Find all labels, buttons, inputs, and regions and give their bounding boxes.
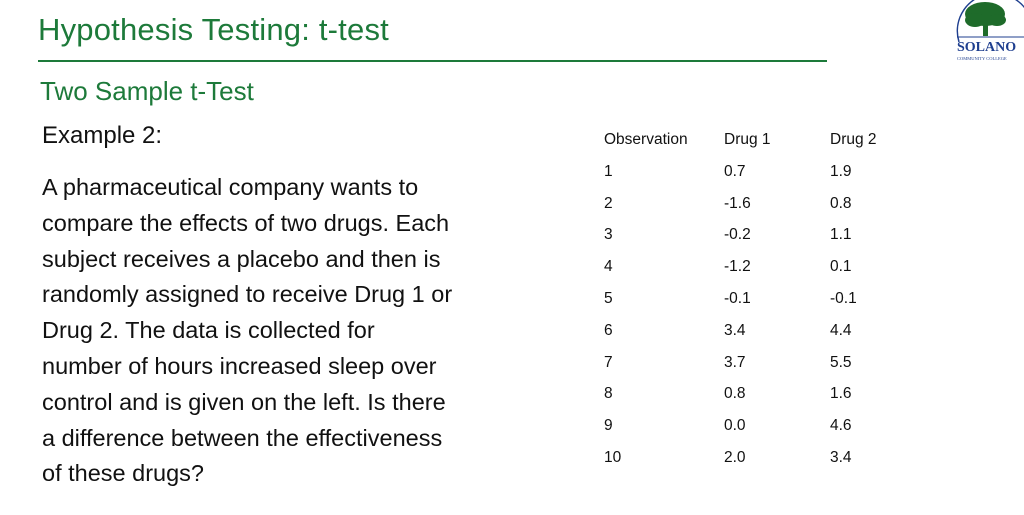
table-cell: -1.6 — [724, 194, 751, 212]
table-cell: 10 — [604, 448, 622, 466]
table-row: 7 3.7 5.5 — [604, 352, 890, 384]
column-header: Drug 2 — [830, 131, 877, 148]
slide-title: Hypothesis Testing: t-test — [38, 12, 389, 47]
example-label: Example 2: — [42, 122, 163, 149]
table-cell: 3.4 — [830, 448, 852, 466]
table-cell: -0.1 — [830, 289, 857, 307]
table-cell: 0.8 — [724, 385, 746, 403]
table-cell: 3.4 — [724, 321, 746, 339]
table-header: Observation Drug 1 Drug 2 — [604, 129, 890, 161]
table-cell: 9 — [604, 417, 613, 435]
problem-paragraph: A pharmaceutical company wants to compare… — [42, 170, 452, 492]
table-cell: 4.4 — [830, 321, 852, 339]
table-cell: 8 — [604, 385, 613, 403]
table-cell: -0.2 — [724, 226, 751, 244]
paragraph-line: compare the effects of two drugs. Each — [42, 209, 450, 236]
table-row: 8 0.8 1.6 — [604, 383, 890, 415]
college-logo: SOLANO COMMUNITY COLLEGE — [956, 0, 1024, 61]
logo-text: SOLANO — [957, 40, 1016, 55]
table-row: 2 -1.6 0.8 — [604, 193, 890, 225]
paragraph-line: number of hours increased sleep over — [42, 352, 437, 379]
table-cell: 3.7 — [724, 353, 746, 371]
table-row: 3 -0.2 1.1 — [604, 224, 890, 256]
table-cell: 3 — [604, 226, 613, 244]
logo-subtext: COMMUNITY COLLEGE — [957, 56, 1007, 61]
table-cell: 1 — [604, 162, 613, 180]
table-row: 9 0.0 4.6 — [604, 415, 890, 447]
table-cell: -0.1 — [724, 289, 751, 307]
table-row: 6 3.4 4.4 — [604, 320, 890, 352]
paragraph-line: subject receives a placebo and then is — [42, 245, 441, 272]
table-row: 4 -1.2 0.1 — [604, 256, 890, 288]
paragraph-line: control and is given on the left. Is the… — [42, 388, 446, 415]
column-header: Observation — [604, 131, 688, 148]
table-cell: 7 — [604, 353, 613, 371]
table-cell: 4.6 — [830, 417, 852, 435]
table-cell: 0.1 — [830, 258, 852, 276]
oak-tree-icon — [965, 2, 1006, 36]
data-table: Observation Drug 1 Drug 2 1 0.7 1.9 2 -1.6 0.8 3 -… — [604, 129, 890, 479]
paragraph-line: of these drugs? — [42, 460, 204, 487]
table-row: 5 -0.1 -0.1 — [604, 288, 890, 320]
slide-subtitle: Two Sample t-Test — [40, 76, 254, 106]
table-cell: 0.0 — [724, 417, 746, 435]
table-cell: -1.2 — [724, 258, 751, 276]
table-cell: 1.6 — [830, 385, 852, 403]
table-cell: 2.0 — [724, 448, 746, 466]
paragraph-line: randomly assigned to receive Drug 1 or — [42, 281, 453, 308]
title-divider — [38, 60, 827, 62]
table-cell: 5.5 — [830, 353, 852, 371]
paragraph-line: A pharmaceutical company wants to — [42, 174, 419, 200]
table-cell: 1.1 — [830, 226, 852, 244]
paragraph-line: a difference between the effectiveness — [42, 424, 443, 451]
table-cell: 0.8 — [830, 194, 852, 212]
paragraph-line: Drug 2. The data is collected for — [42, 317, 375, 344]
table-cell: 6 — [604, 321, 613, 339]
column-header: Drug 1 — [724, 131, 771, 148]
table-cell: 0.7 — [724, 162, 746, 180]
table-row: 10 2.0 3.4 — [604, 447, 890, 479]
table-cell: 1.9 — [830, 162, 852, 180]
table-row: 1 0.7 1.9 — [604, 161, 890, 193]
table-cell: 5 — [604, 289, 613, 307]
table-cell: 2 — [604, 194, 613, 212]
table-cell: 4 — [604, 258, 613, 276]
